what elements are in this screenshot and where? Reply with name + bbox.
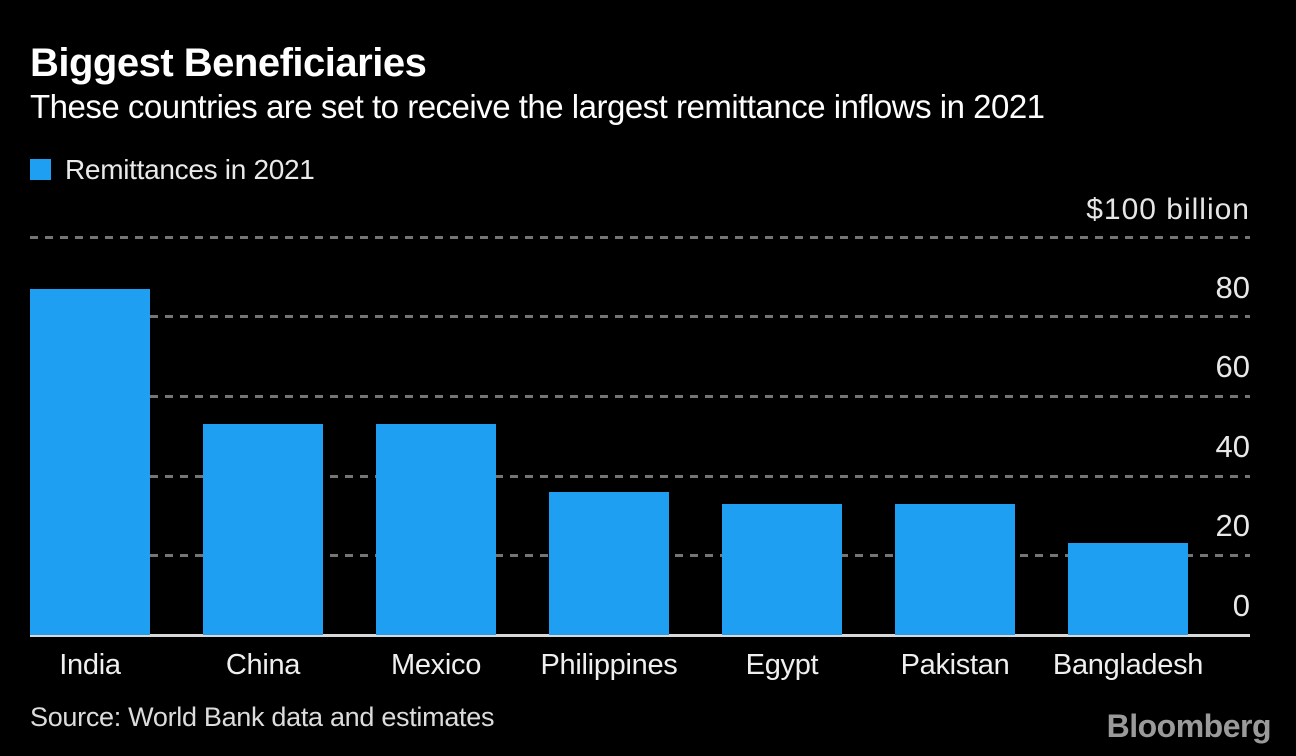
y-tick-label-40: 40 xyxy=(1215,428,1250,464)
x-label-bangladesh: Bangladesh xyxy=(1052,648,1204,681)
y-tick-label-80: 80 xyxy=(1215,269,1250,305)
gridline-60 xyxy=(30,395,1250,399)
y-tick-label-20: 20 xyxy=(1215,508,1250,544)
chart-title: Biggest Beneficiaries xyxy=(30,41,427,85)
x-label-egypt: Egypt xyxy=(745,648,819,681)
y-axis-unit-label: $100 billion xyxy=(1086,192,1250,226)
source-note: Source: World Bank data and estimates xyxy=(30,702,495,732)
x-label-india: India xyxy=(59,648,121,681)
x-axis-baseline xyxy=(30,633,1250,637)
bar-india xyxy=(30,288,150,635)
bar-mexico xyxy=(376,423,496,635)
x-label-china: China xyxy=(225,648,301,681)
gridline-100 xyxy=(30,235,1250,239)
chart-card: Biggest Beneficiaries These countries ar… xyxy=(30,0,1250,681)
x-label-mexico: Mexico xyxy=(390,648,482,681)
y-tick-label-0: 0 xyxy=(1232,587,1250,623)
legend-swatch-icon xyxy=(30,159,51,181)
bar-egypt xyxy=(722,503,842,635)
x-label-pakistan: Pakistan xyxy=(900,648,1010,681)
legend-label: Remittances in 2021 xyxy=(65,153,315,185)
chart-subtitle: These countries are set to receive the l… xyxy=(30,88,1045,125)
bloomberg-logo: Bloomberg xyxy=(1106,708,1272,744)
legend: Remittances in 2021 xyxy=(30,153,1250,185)
gridline-80 xyxy=(30,315,1250,319)
x-label-philippines: Philippines xyxy=(540,648,678,681)
bar-china xyxy=(203,423,323,635)
y-tick-label-60: 60 xyxy=(1215,349,1250,385)
bar-bangladesh xyxy=(1068,543,1188,635)
bar-philippines xyxy=(549,491,669,635)
plot-area: 80 60 40 20 0 India China Mexico Philippines Egyp… xyxy=(30,235,1250,681)
bar-pakistan xyxy=(895,503,1015,635)
gridline-40 xyxy=(30,474,1250,478)
